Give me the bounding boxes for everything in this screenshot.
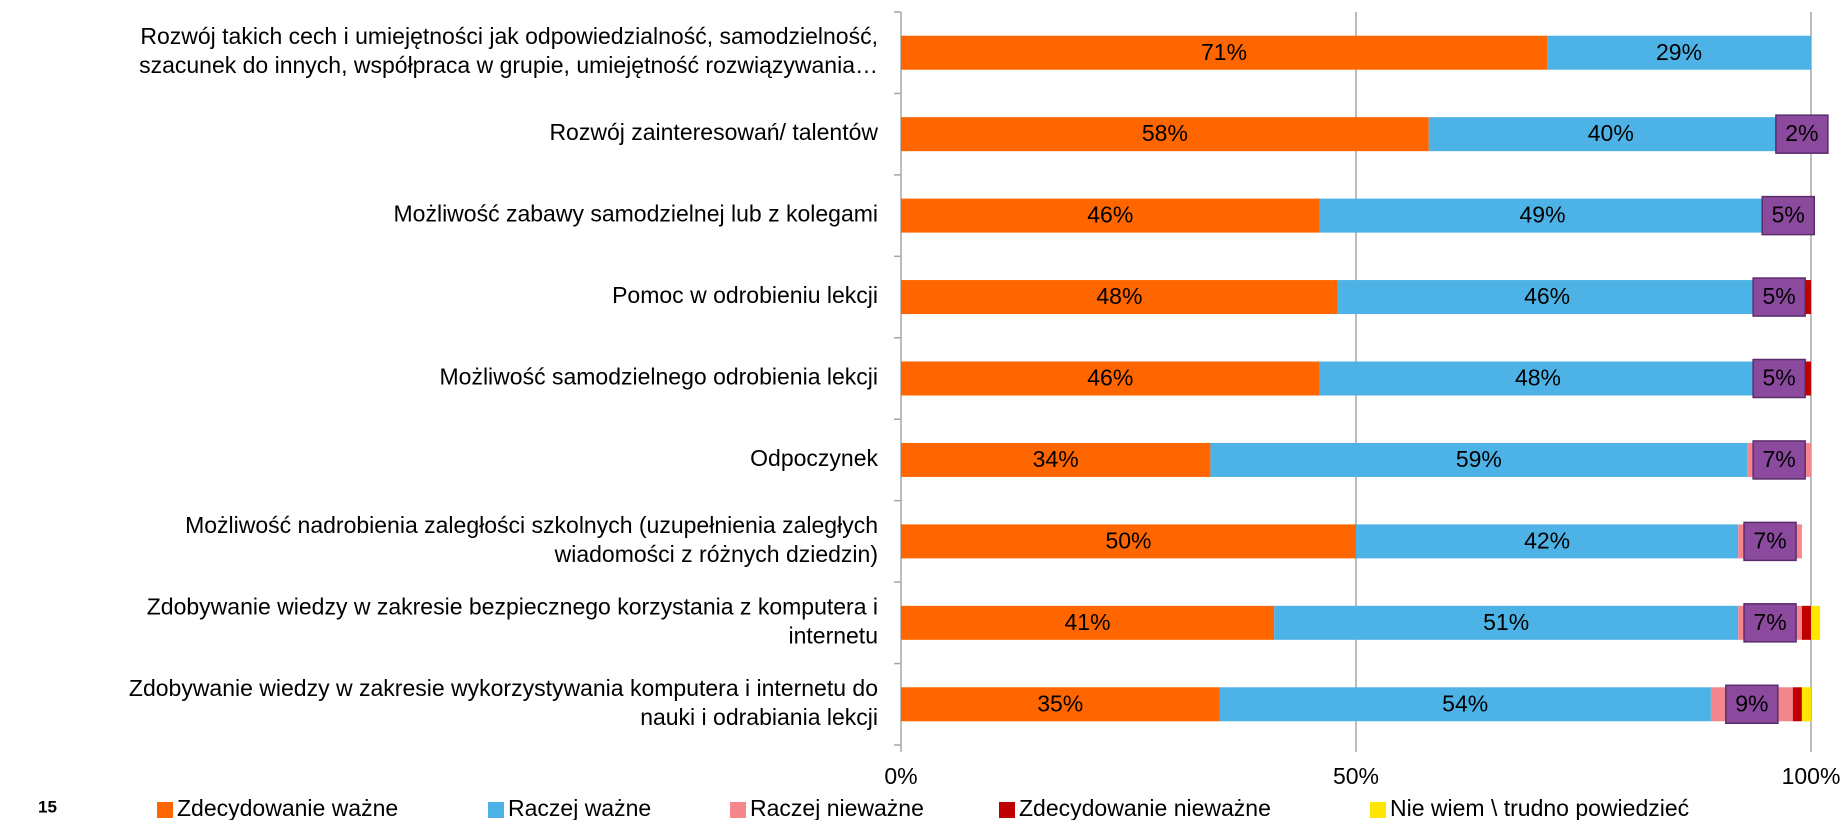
legend-swatch bbox=[730, 802, 746, 818]
data-label: 71% bbox=[1201, 39, 1247, 65]
bar-segment bbox=[1319, 361, 1757, 396]
data-label: 35% bbox=[1037, 690, 1083, 716]
label-box bbox=[1752, 440, 1806, 480]
category-label: Możliwość samodzielnego odrobienia lekcj… bbox=[440, 364, 879, 390]
data-label: 5% bbox=[1772, 202, 1805, 228]
data-label: 41% bbox=[1065, 609, 1111, 635]
bar-segment bbox=[901, 117, 1429, 152]
data-label: 50% bbox=[1105, 527, 1151, 553]
bar-segment bbox=[1356, 524, 1739, 559]
data-label: 48% bbox=[1515, 365, 1561, 391]
bar-segment bbox=[1811, 605, 1821, 640]
data-label: 54% bbox=[1442, 690, 1488, 716]
legend-swatch bbox=[1370, 802, 1386, 818]
data-label: 46% bbox=[1087, 202, 1133, 228]
data-label: 34% bbox=[1033, 446, 1079, 472]
label-box bbox=[1743, 603, 1797, 643]
bar-segment bbox=[1210, 442, 1748, 477]
data-label: 51% bbox=[1483, 609, 1529, 635]
bar-segment bbox=[901, 361, 1320, 396]
category-label: Pomoc w odrobieniu lekcji bbox=[612, 282, 878, 308]
category-label: Możliwość nadrobienia zaległości szkolny… bbox=[185, 512, 878, 567]
label-box bbox=[1761, 195, 1815, 236]
data-label: 7% bbox=[1753, 609, 1786, 635]
category-label: Rozwój takich cech i umiejętności jak od… bbox=[139, 23, 878, 78]
category-label: Rozwój zainteresowań/ talentów bbox=[549, 119, 878, 145]
category-label: Zdobywanie wiedzy w zakresie bezpieczneg… bbox=[147, 593, 878, 648]
bar-segment bbox=[901, 442, 1211, 477]
x-tick-label: 50% bbox=[1333, 763, 1379, 789]
bar-segment bbox=[1801, 605, 1811, 640]
bar-segment bbox=[901, 280, 1338, 315]
bar-segment bbox=[1801, 280, 1811, 315]
label-box bbox=[1725, 684, 1779, 725]
legend-label: Raczej ważne bbox=[508, 795, 651, 820]
label-box bbox=[1752, 358, 1806, 399]
bar-segment bbox=[1801, 361, 1811, 396]
data-label: 9% bbox=[1735, 690, 1768, 716]
bar-segment bbox=[901, 524, 1356, 559]
data-label: 58% bbox=[1142, 120, 1188, 146]
data-label: 29% bbox=[1656, 39, 1702, 65]
category-label: Zdobywanie wiedzy w zakresie wykorzystyw… bbox=[129, 675, 878, 730]
data-label: 5% bbox=[1763, 365, 1796, 391]
label-box bbox=[1775, 114, 1829, 154]
legend-swatch bbox=[488, 802, 504, 818]
data-label: 49% bbox=[1520, 202, 1566, 228]
data-label: 46% bbox=[1524, 283, 1570, 309]
bar-segment bbox=[901, 198, 1320, 233]
bar-segment bbox=[901, 605, 1275, 640]
bar-segment bbox=[1547, 35, 1811, 70]
bar-segment bbox=[1219, 687, 1711, 722]
category-label: Odpoczynek bbox=[750, 445, 878, 471]
data-label: 5% bbox=[1763, 283, 1796, 309]
data-label: 46% bbox=[1087, 365, 1133, 391]
bar-segment bbox=[1792, 687, 1802, 722]
data-label: 59% bbox=[1456, 446, 1502, 472]
bar-segment bbox=[1319, 198, 1766, 233]
bar-segment bbox=[1274, 605, 1739, 640]
bar-segment bbox=[901, 35, 1548, 70]
data-label: 48% bbox=[1096, 283, 1142, 309]
x-tick-label: 0% bbox=[884, 763, 917, 789]
label-box bbox=[1743, 521, 1797, 562]
legend-label: Zdecydowanie ważne bbox=[177, 795, 398, 820]
data-label: 40% bbox=[1588, 120, 1634, 146]
bar-segment bbox=[901, 687, 1220, 722]
bar-segment bbox=[1337, 280, 1757, 315]
x-tick-label: 100% bbox=[1782, 763, 1841, 789]
legend-label: Raczej nieważne bbox=[750, 795, 924, 820]
data-label: 2% bbox=[1785, 120, 1818, 146]
bar-segment bbox=[1428, 117, 1793, 152]
label-box bbox=[1752, 277, 1806, 317]
category-label: Możliwość zabawy samodzielnej lub z kole… bbox=[394, 201, 878, 227]
data-label: 42% bbox=[1524, 527, 1570, 553]
legend-swatch bbox=[157, 802, 173, 818]
bar-segment bbox=[1801, 687, 1811, 722]
legend-label: Nie wiem \ trudno powiedzieć bbox=[1390, 795, 1689, 820]
legend-swatch bbox=[999, 802, 1015, 818]
legend-label: Zdecydowanie nieważne bbox=[1019, 795, 1271, 820]
data-label: 7% bbox=[1763, 446, 1796, 472]
data-label: 7% bbox=[1753, 527, 1786, 553]
page-number: 15 bbox=[38, 797, 57, 816]
